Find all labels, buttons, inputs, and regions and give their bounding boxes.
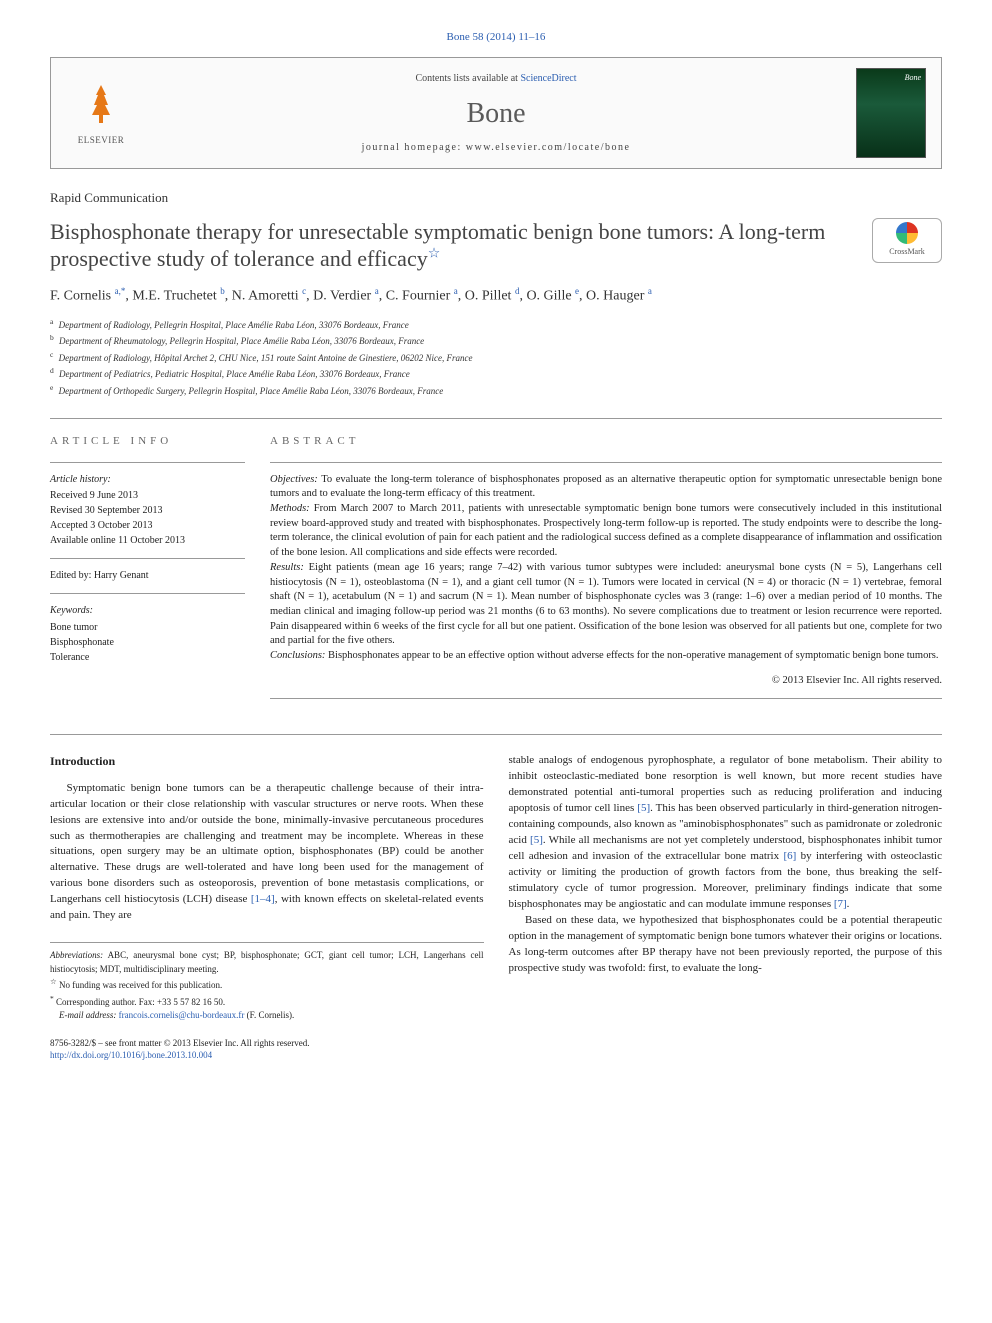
elsevier-label: ELSEVIER — [78, 134, 125, 147]
introduction-heading: Introduction — [50, 753, 484, 770]
sciencedirect-link[interactable]: ScienceDirect — [520, 73, 576, 84]
accepted-date: Accepted 3 October 2013 — [50, 519, 245, 533]
doi-link[interactable]: http://dx.doi.org/10.1016/j.bone.2013.10… — [50, 1049, 484, 1062]
email-link[interactable]: francois.cornelis@chu-bordeaux.fr — [119, 1010, 245, 1020]
author-list: F. Cornelis a,*, M.E. Truchetet b, N. Am… — [50, 285, 942, 306]
article-info-sidebar: ARTICLE INFO Article history: Received 9… — [50, 434, 270, 709]
ref-link-1-4[interactable]: [1–4] — [251, 893, 275, 905]
intro-paragraph-1: Symptomatic benign bone tumors can be a … — [50, 781, 484, 924]
affiliation-line: a Department of Radiology, Pellegrin Hos… — [50, 316, 942, 333]
history-label: Article history: — [50, 473, 245, 487]
keyword: Tolerance — [50, 650, 245, 665]
journal-header: ELSEVIER Contents lists available at Sci… — [50, 57, 942, 169]
journal-reference: Bone 58 (2014) 11–16 — [50, 30, 942, 45]
body-paragraph-3: Based on these data, we hypothesized tha… — [509, 913, 943, 977]
journal-name: Bone — [136, 94, 856, 133]
affiliation-line: c Department of Radiology, Hôpital Arche… — [50, 349, 942, 366]
ref-link-7[interactable]: [7] — [834, 898, 847, 910]
abstract-copyright: © 2013 Elsevier Inc. All rights reserved… — [270, 674, 942, 689]
revised-date: Revised 30 September 2013 — [50, 504, 245, 518]
cover-label: Bone — [905, 72, 921, 83]
homepage-url[interactable]: www.elsevier.com/locate/bone — [466, 142, 631, 153]
affiliation-line: d Department of Pediatrics, Pediatric Ho… — [50, 365, 942, 382]
abstract-text: Objectives: To evaluate the long-term to… — [270, 473, 942, 664]
affiliation-line: b Department of Rheumatology, Pellegrin … — [50, 332, 942, 349]
affiliations: a Department of Radiology, Pellegrin Hos… — [50, 316, 942, 399]
keywords-list: Bone tumorBisphosphonateTolerance — [50, 620, 245, 665]
article-info-heading: ARTICLE INFO — [50, 434, 245, 449]
homepage-line: journal homepage: www.elsevier.com/locat… — [136, 141, 856, 155]
crossmark-badge[interactable]: CrossMark — [872, 218, 942, 263]
received-date: Received 9 June 2013 — [50, 489, 245, 503]
title-footnote-star[interactable]: ☆ — [428, 247, 441, 262]
edited-by: Edited by: Harry Genant — [50, 569, 245, 583]
crossmark-icon — [896, 222, 918, 244]
online-date: Available online 11 October 2013 — [50, 534, 245, 548]
ref-link-6[interactable]: [6] — [783, 850, 796, 862]
keywords-label: Keywords: — [50, 604, 245, 618]
affiliation-line: e Department of Orthopedic Surgery, Pell… — [50, 382, 942, 399]
article-title: Bisphosphonate therapy for unresectable … — [50, 218, 852, 273]
elsevier-logo[interactable]: ELSEVIER — [66, 73, 136, 153]
ref-link-5a[interactable]: [5] — [637, 802, 650, 814]
body-columns: Introduction Symptomatic benign bone tum… — [50, 734, 942, 1062]
contents-line: Contents lists available at ScienceDirec… — [136, 72, 856, 86]
elsevier-tree-icon — [76, 80, 126, 130]
article-type: Rapid Communication — [50, 189, 942, 207]
journal-cover-thumbnail: Bone — [856, 68, 926, 158]
abstract-column: ABSTRACT Objectives: To evaluate the lon… — [270, 434, 942, 709]
body-col-left: Introduction Symptomatic benign bone tum… — [50, 753, 484, 1062]
ref-link-5b[interactable]: [5] — [530, 834, 543, 846]
keyword: Bone tumor — [50, 620, 245, 635]
keyword: Bisphosphonate — [50, 635, 245, 650]
body-paragraph-2: stable analogs of endogenous pyrophospha… — [509, 753, 943, 912]
body-col-right: stable analogs of endogenous pyrophospha… — [509, 753, 943, 1062]
doi-block: 8756-3282/$ – see front matter © 2013 El… — [50, 1037, 484, 1062]
abstract-heading: ABSTRACT — [270, 434, 942, 449]
footnotes: Abbreviations: ABC, aneurysmal bone cyst… — [50, 942, 484, 1023]
